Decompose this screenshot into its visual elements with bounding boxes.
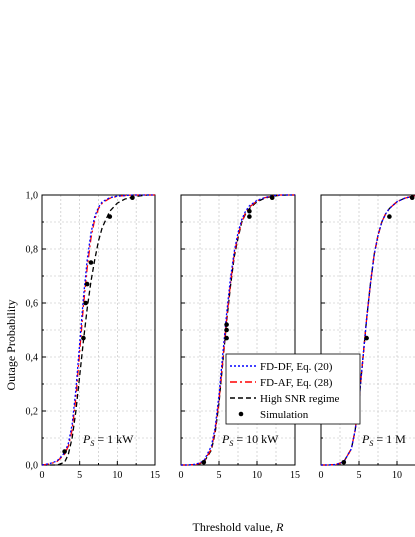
simulation-point — [269, 195, 275, 200]
annotation-rest: = 10 kW — [233, 432, 279, 446]
annotation-rest: = 1 M — [373, 432, 406, 446]
legend: FD-DF, Eq. (20) FD-AF, Eq. (28) High SNR r… — [225, 353, 361, 425]
legend-label: FD-AF, Eq. (28) — [260, 377, 333, 389]
x-tick-label: 5 — [77, 470, 82, 481]
y-tick-label: 0,4 — [26, 353, 39, 364]
x-tick-label: 5 — [217, 470, 222, 481]
series-line-dashed — [42, 194, 155, 466]
x-tick-label: 5 — [357, 470, 362, 481]
simulation-point — [247, 214, 252, 219]
x-tick-label: 10 — [252, 470, 262, 481]
series-line-dashed — [181, 194, 295, 466]
legend-marker — [238, 411, 244, 417]
simulation-point — [247, 208, 252, 214]
x-tick-label: 15 — [150, 470, 160, 481]
series-line-dotted — [181, 194, 295, 466]
annotation-rest: = 1 kW — [94, 432, 134, 446]
simulation-point — [341, 460, 347, 465]
legend-box — [225, 353, 361, 425]
x-tick-label: 0 — [40, 470, 45, 481]
x-ticks: 0 5 10 15 — [40, 461, 160, 481]
x-tick-label: 10 — [392, 470, 402, 481]
simulation-point — [83, 300, 88, 306]
y-ticks — [181, 194, 185, 466]
grid — [42, 195, 155, 465]
simulation-point — [224, 322, 229, 327]
simulation-point — [107, 214, 113, 219]
annotation-sub: S — [90, 439, 94, 448]
series-line-dotted — [41, 194, 155, 466]
x-tick-label: 10 — [112, 470, 122, 481]
power-annotation: PS = 1 M — [361, 432, 406, 448]
simulation-point — [81, 335, 86, 341]
y-tick-label: 0,6 — [26, 299, 39, 310]
annotation-sub: S — [369, 439, 373, 448]
x-ticks: 0 5 10 15 — [179, 461, 300, 481]
x-axis-label-var: R — [275, 520, 284, 534]
simulation-point — [409, 195, 415, 200]
series-group — [41, 194, 155, 466]
y-axis-label: Outage Probability — [4, 300, 18, 391]
x-tick-label: 15 — [290, 470, 300, 481]
simulation-point — [201, 460, 207, 465]
x-tick-label: 0 — [319, 470, 324, 481]
series-group — [321, 195, 415, 466]
legend-label: High SNR regime — [260, 393, 340, 405]
annotation-main: P — [361, 432, 370, 446]
annotation-main: P — [221, 432, 230, 446]
x-ticks: 0 5 10 — [319, 461, 402, 481]
y-tick-label: 0,8 — [26, 245, 39, 256]
simulation-point — [364, 335, 369, 341]
panel-2: 0 5 10 15 PS = 10 kW — [179, 194, 300, 481]
x-axis-label-main: Threshold value, — [193, 520, 277, 534]
series-line-dashdot — [321, 195, 415, 466]
y-tick-label: 1,0 — [26, 191, 39, 202]
chart-panels: 0 5 10 150,00,20,40,60,81,0PS = 1 kW0 5 10 15P… — [26, 191, 415, 482]
simulation-point — [387, 214, 392, 219]
legend-label: FD-DF, Eq. (20) — [260, 361, 333, 373]
x-tick-label: 0 — [179, 470, 184, 481]
power-annotation: PS = 1 kW — [82, 432, 134, 448]
panel-1: 0 5 10 15 0,0 0,2 0,4 0,6 0,8 1,0 PS = 1 kW — [26, 191, 161, 482]
y-ticks — [321, 194, 325, 466]
axes-frame — [320, 194, 415, 466]
series-group — [181, 194, 295, 466]
legend-label: Simulation — [260, 409, 309, 421]
y-tick-label: 0,2 — [26, 407, 39, 418]
annotation-main: P — [82, 432, 91, 446]
simulation-point — [62, 449, 67, 454]
series-line-dashdot — [41, 194, 155, 466]
y-ticks: 0,0 0,2 0,4 0,6 0,8 1,0 — [26, 191, 46, 472]
series-line-dotted — [321, 195, 415, 466]
simulation-point — [130, 195, 135, 200]
simulation-point — [224, 327, 229, 333]
series-line-dashed — [321, 195, 415, 466]
x-axis-label: Threshold value, R — [193, 520, 285, 534]
grid — [321, 195, 415, 465]
annotation-sub: S — [229, 439, 233, 448]
simulation-point — [88, 260, 94, 265]
panel-3: 0 5 10 PS = 1 M — [319, 194, 415, 481]
simulation-point — [84, 281, 90, 287]
y-tick-label: 0,0 — [26, 461, 39, 472]
simulation-point — [224, 335, 229, 341]
power-annotation: PS = 10 kW — [221, 432, 279, 448]
